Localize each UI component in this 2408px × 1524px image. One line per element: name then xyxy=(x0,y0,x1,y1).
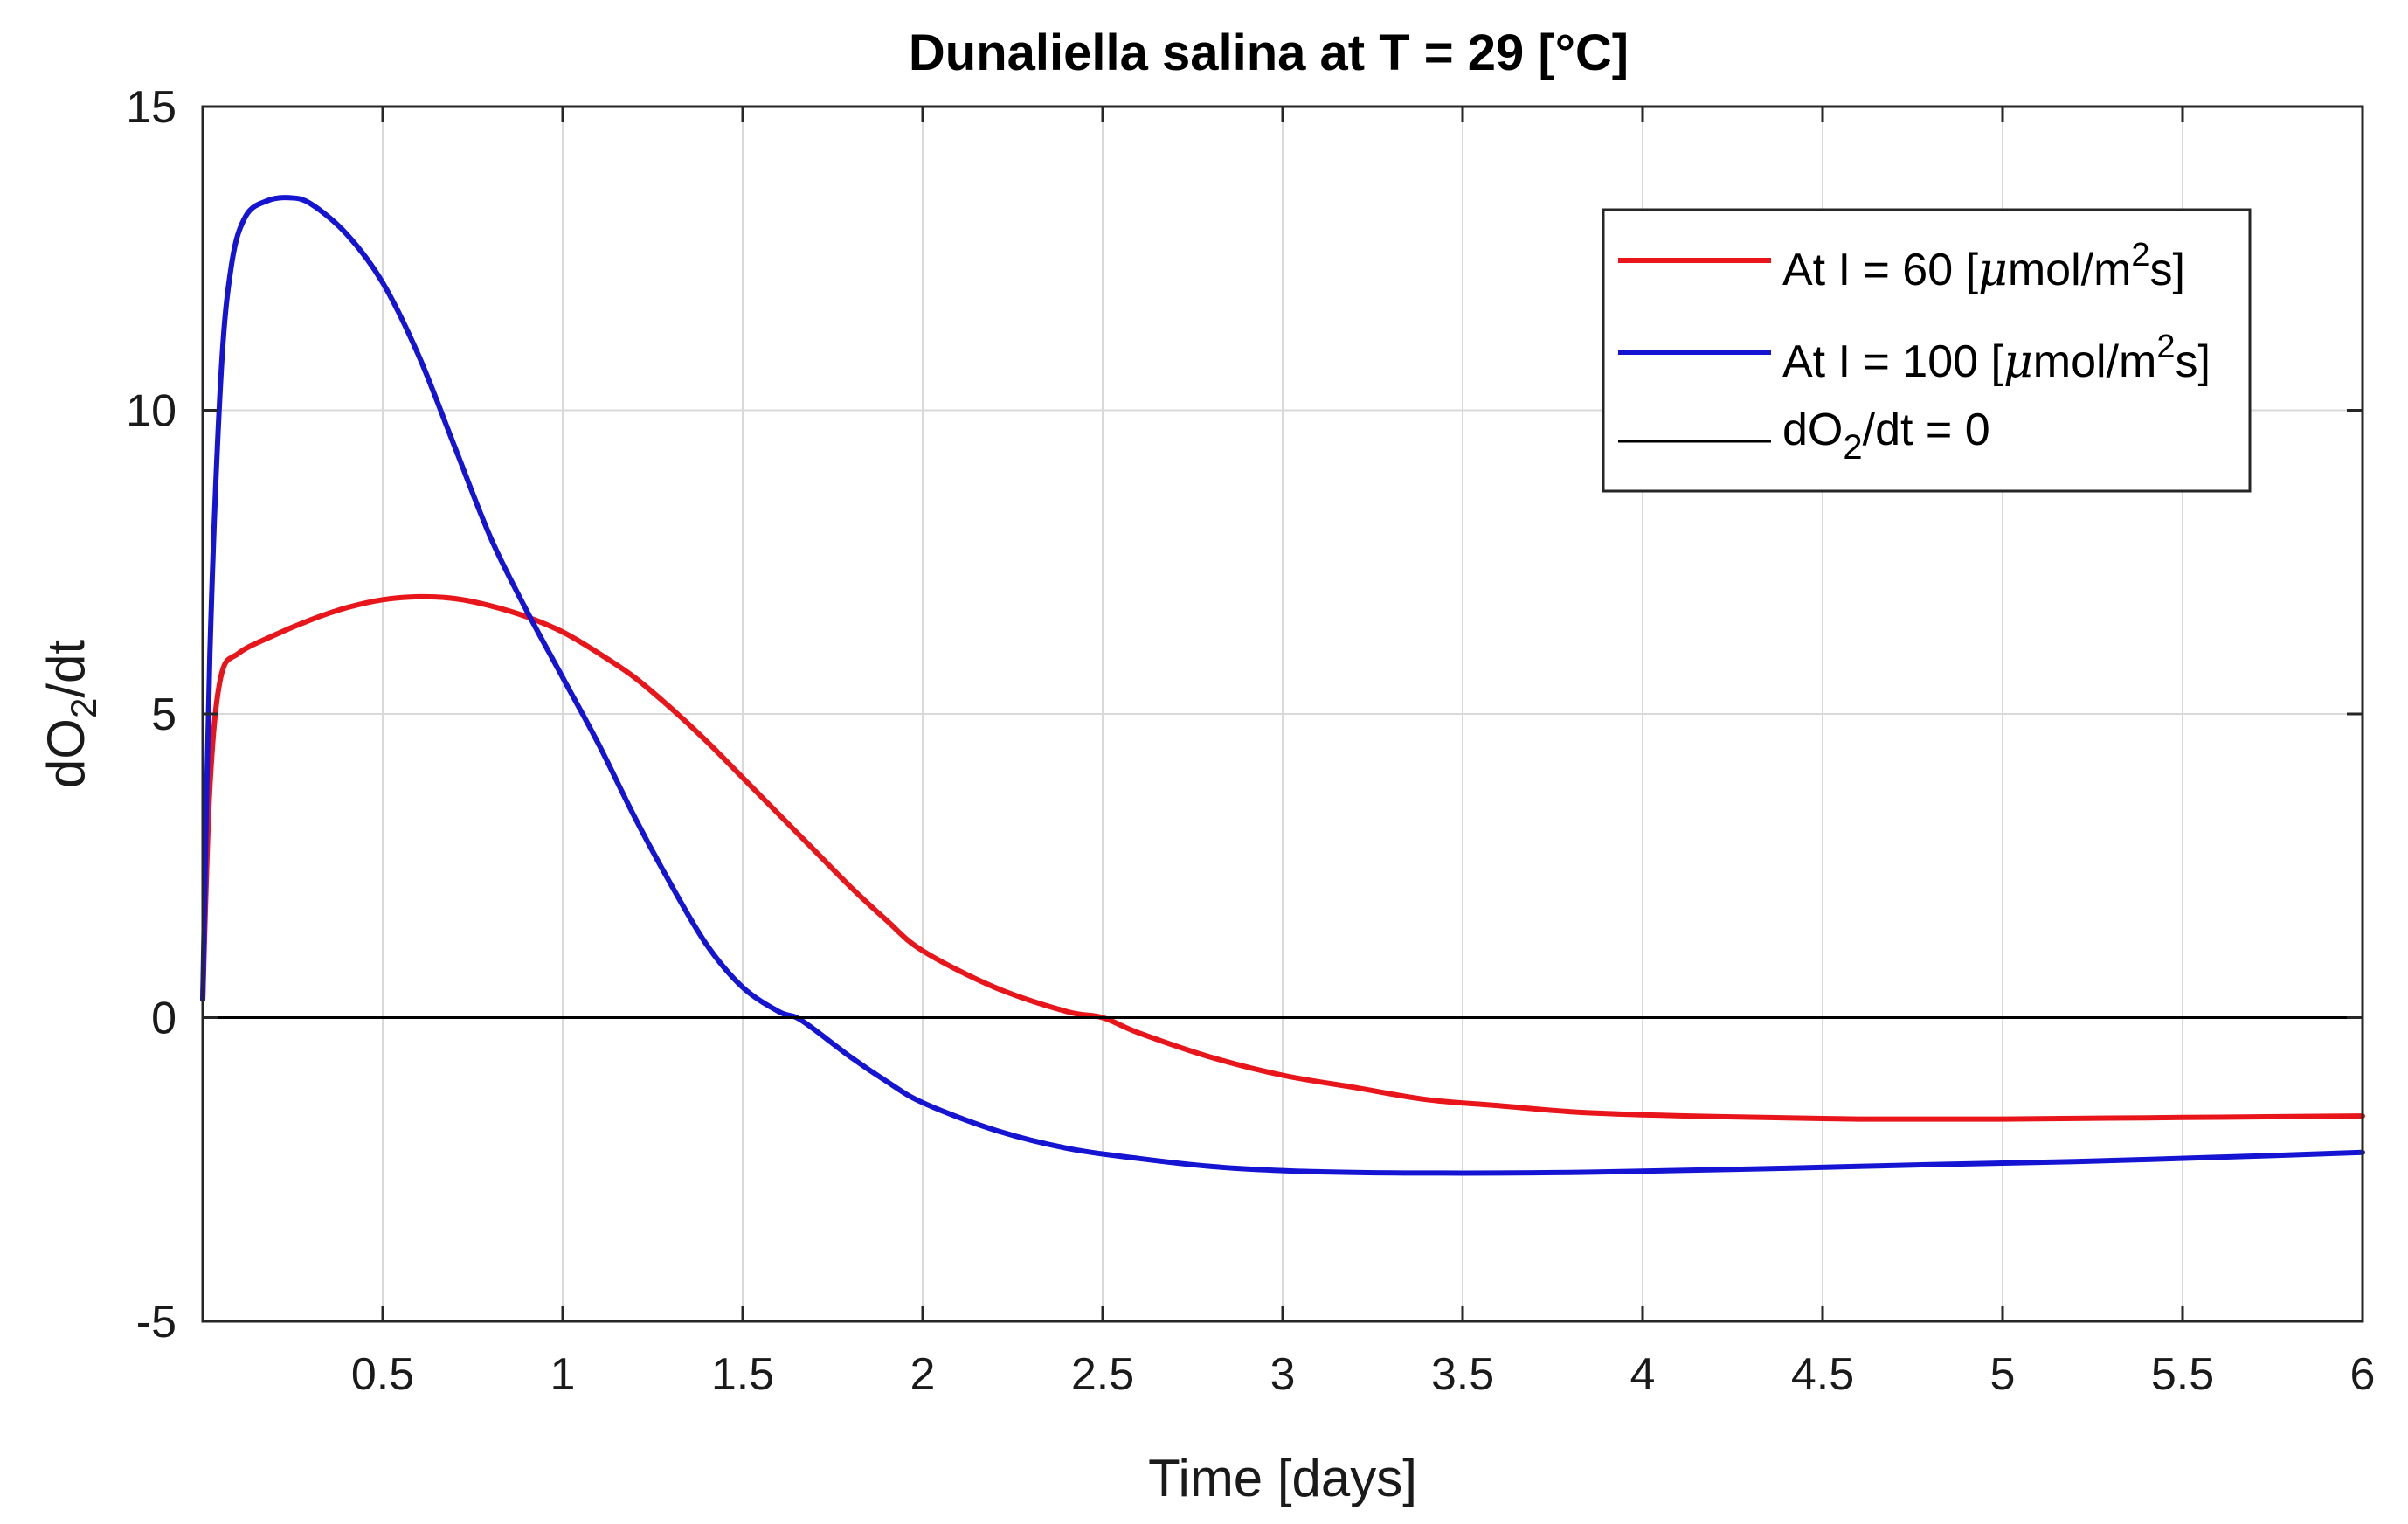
x-tick-label: 5.5 xyxy=(2151,1349,2214,1400)
series-group xyxy=(200,195,2365,1176)
y-axis-label-base: dO xyxy=(37,718,95,788)
legend-label-series-1: At I = 60 [μmol/m2s] xyxy=(1782,237,2185,296)
series-line-i100 xyxy=(200,195,2365,1176)
x-tick-label: 6 xyxy=(2350,1349,2376,1400)
legend: At I = 60 [μmol/m2s] At I = 100 [μmol/m2… xyxy=(1602,208,2252,493)
chart-title: Dunaliella salina at T = 29 [°C] xyxy=(909,24,1629,81)
y-axis-label-subscript: 2 xyxy=(63,698,104,718)
x-tick-label: 1 xyxy=(550,1349,576,1400)
y-tick-label: -5 xyxy=(136,1297,176,1347)
x-axis-label: Time [days] xyxy=(1148,1449,1417,1507)
y-tick-label: 15 xyxy=(126,82,176,133)
series-line-i60 xyxy=(200,593,2365,1122)
legend-label-zero-line: dO2/dt = 0 xyxy=(1782,405,1990,467)
y-axis-label: dO2/dt xyxy=(37,640,104,788)
axis-ticks: 0.5 1 1.5 2 2.5 3 3.5 4 4.5 5 5.5 6 -5 0 5 10 15 xyxy=(126,82,2375,1400)
x-tick-label: 4 xyxy=(1630,1349,1656,1400)
x-tick-label: 0.5 xyxy=(351,1349,414,1400)
y-tick-label: 5 xyxy=(151,689,176,740)
legend-label-series-2: At I = 100 [μmol/m2s] xyxy=(1782,329,2211,388)
x-tick-label: 2.5 xyxy=(1071,1349,1134,1400)
x-tick-label: 3 xyxy=(1270,1349,1296,1400)
x-tick-label: 2 xyxy=(910,1349,936,1400)
y-tick-label: 0 xyxy=(151,994,176,1044)
x-tick-label: 1.5 xyxy=(711,1349,774,1400)
x-tick-label: 5 xyxy=(1990,1349,2016,1400)
x-tick-label: 4.5 xyxy=(1791,1349,1854,1400)
y-tick-label: 10 xyxy=(126,386,176,437)
x-tick-label: 3.5 xyxy=(1431,1349,1494,1400)
y-axis-label-tail: /dt xyxy=(37,640,95,698)
